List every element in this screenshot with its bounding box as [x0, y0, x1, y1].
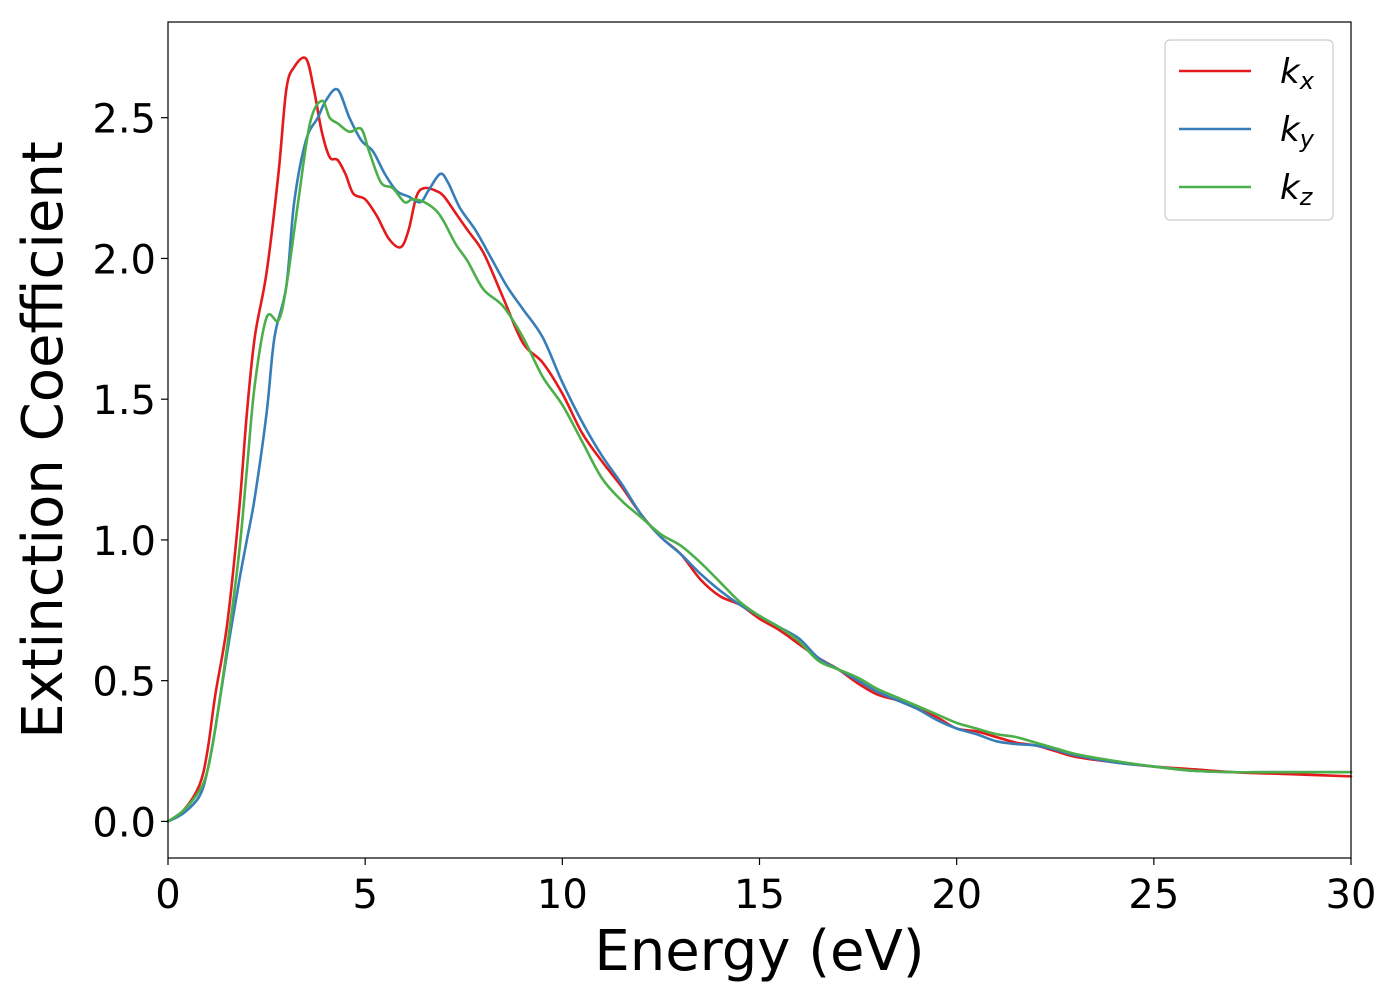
y-tick-label: 1.0	[92, 519, 156, 565]
y-tick-label: 0.5	[92, 660, 156, 706]
series-layer	[166, 56, 1353, 823]
legend-label-ky: ky	[1280, 110, 1315, 153]
x-axis: 0 5 10 15 20 25 30	[155, 858, 1376, 918]
x-tick-label: 30	[1326, 872, 1377, 918]
legend-label-kx: kx	[1280, 52, 1315, 95]
x-tick-label: 15	[734, 872, 785, 918]
x-axis-title: Energy (eV)	[594, 919, 924, 984]
series-line-kz	[166, 99, 1353, 823]
x-tick-label: 25	[1128, 872, 1179, 918]
y-tick-label: 2.5	[92, 97, 156, 143]
y-axis: 0.0 0.5 1.0 1.5 2.0 2.5	[92, 97, 168, 846]
y-axis-title: Extinction Coefficient	[11, 141, 76, 739]
y-tick-label: 0.0	[92, 800, 156, 846]
legend: kx ky kz	[1164, 39, 1334, 221]
x-tick-label: 10	[537, 872, 588, 918]
x-tick-label: 20	[931, 872, 982, 918]
y-tick-label: 1.5	[92, 378, 156, 424]
y-tick-label: 2.0	[92, 237, 156, 283]
x-tick-label: 0	[155, 872, 180, 918]
x-tick-label: 5	[352, 872, 377, 918]
legend-label-kz: kz	[1280, 168, 1314, 211]
